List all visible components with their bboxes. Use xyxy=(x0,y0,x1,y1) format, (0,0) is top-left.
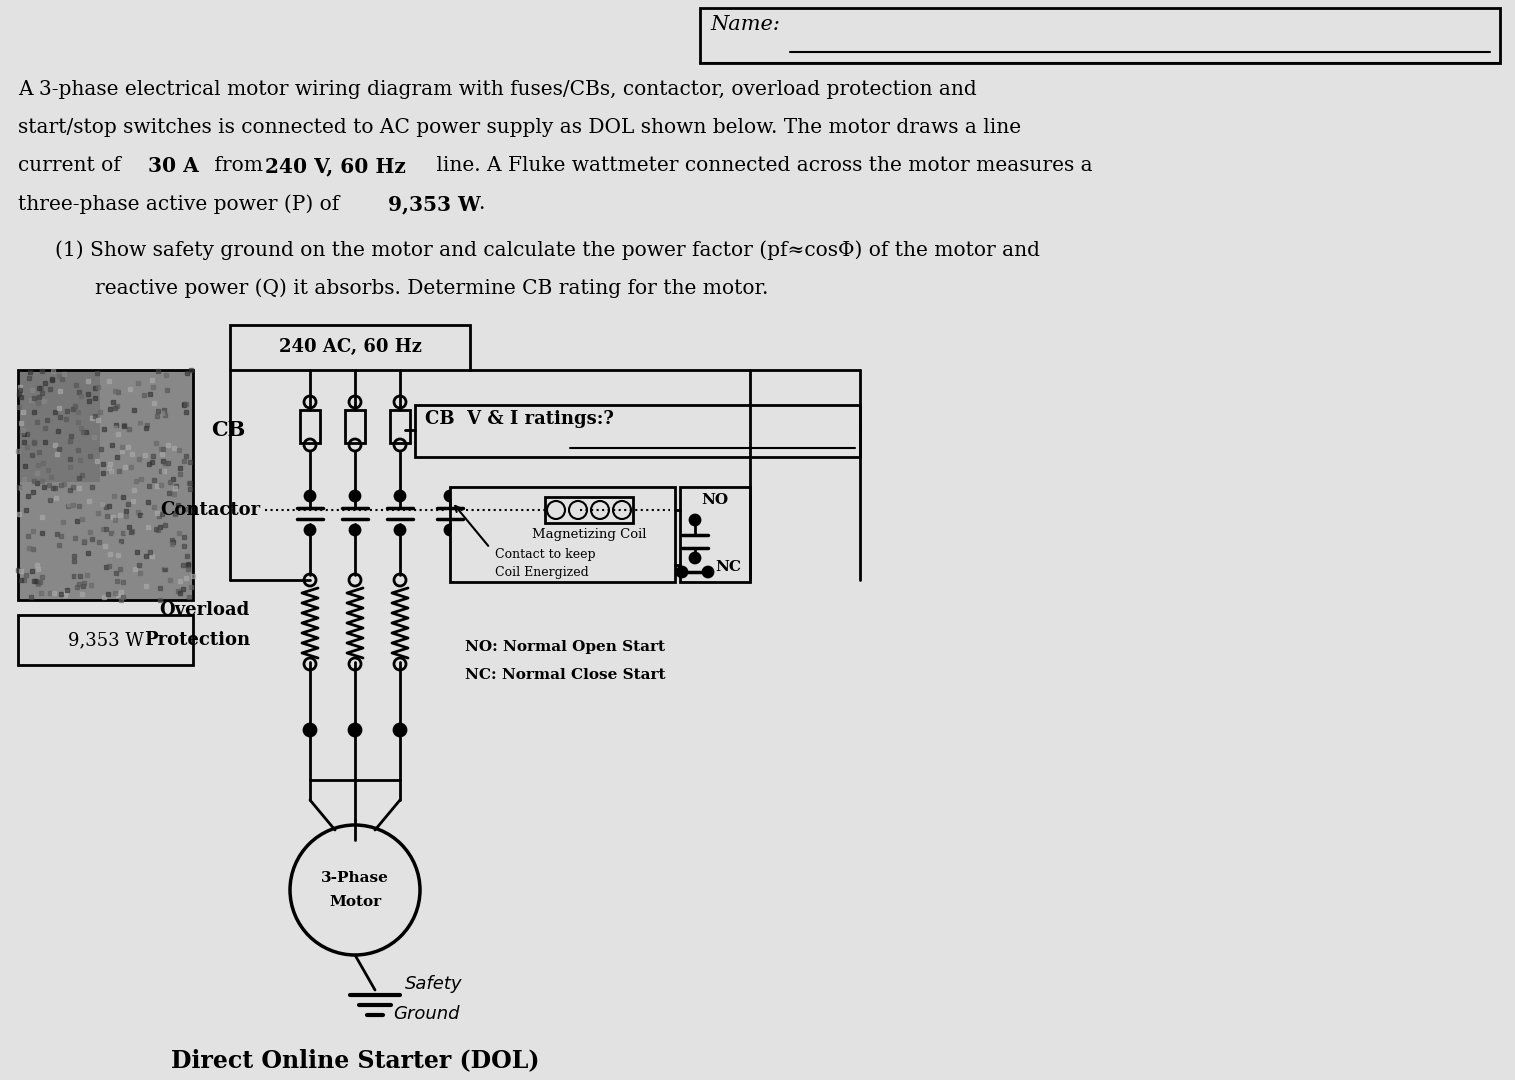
Text: CB: CB xyxy=(211,420,245,440)
Bar xyxy=(450,487,676,582)
Text: NO: NO xyxy=(701,492,729,507)
Text: Safety: Safety xyxy=(405,975,462,993)
Circle shape xyxy=(689,515,700,525)
Circle shape xyxy=(445,525,454,535)
Text: from: from xyxy=(208,156,270,175)
Bar xyxy=(18,370,192,600)
Text: 9,353 W: 9,353 W xyxy=(68,631,144,649)
Circle shape xyxy=(394,724,406,735)
Text: 240 AC, 60 Hz: 240 AC, 60 Hz xyxy=(279,338,421,356)
Text: NC: Normal Close Start: NC: Normal Close Start xyxy=(465,669,665,681)
Bar xyxy=(545,497,633,523)
Text: current of: current of xyxy=(18,156,127,175)
Circle shape xyxy=(289,825,420,955)
Text: 3-Phase: 3-Phase xyxy=(321,870,389,885)
Circle shape xyxy=(677,567,686,577)
Circle shape xyxy=(689,553,700,563)
Text: Motor: Motor xyxy=(329,895,382,909)
Bar xyxy=(389,410,411,443)
Text: Coil Energized: Coil Energized xyxy=(495,566,589,579)
Text: Magnetizing Coil: Magnetizing Coil xyxy=(532,528,647,541)
Circle shape xyxy=(305,525,315,535)
Text: line. A Fluke wattmeter connected across the motor measures a: line. A Fluke wattmeter connected across… xyxy=(430,156,1092,175)
Circle shape xyxy=(348,724,361,735)
Text: Direct Online Starter (DOL): Direct Online Starter (DOL) xyxy=(171,1048,539,1072)
Text: NO: Normal Open Start: NO: Normal Open Start xyxy=(465,640,665,654)
Text: Protection: Protection xyxy=(144,631,250,649)
Text: Ground: Ground xyxy=(392,1005,459,1023)
Text: (1) Show safety ground on the motor and calculate the power factor (pf≈cosΦ) of : (1) Show safety ground on the motor and … xyxy=(55,240,1039,259)
Text: reactive power (Q) it absorbs. Determine CB rating for the motor.: reactive power (Q) it absorbs. Determine… xyxy=(95,278,768,298)
Circle shape xyxy=(703,567,714,577)
Text: Overload: Overload xyxy=(159,600,250,619)
Circle shape xyxy=(305,724,317,735)
Text: 30 A: 30 A xyxy=(148,156,198,176)
Bar xyxy=(700,8,1500,63)
Text: A 3-phase electrical motor wiring diagram with fuses/CBs, contactor, overload pr: A 3-phase electrical motor wiring diagra… xyxy=(18,80,977,99)
Bar xyxy=(20,372,100,482)
Text: NC: NC xyxy=(715,561,741,573)
Text: 240 V, 60 Hz: 240 V, 60 Hz xyxy=(265,156,406,176)
Text: CB  V & I ratings:?: CB V & I ratings:? xyxy=(426,410,614,428)
Bar xyxy=(230,325,470,370)
Bar xyxy=(300,410,320,443)
Circle shape xyxy=(445,491,454,501)
Circle shape xyxy=(350,525,361,535)
Bar xyxy=(415,405,861,457)
Bar xyxy=(345,410,365,443)
Bar xyxy=(680,487,750,582)
Text: 9,353 W: 9,353 W xyxy=(388,194,480,214)
Text: .: . xyxy=(479,194,485,213)
Circle shape xyxy=(395,491,405,501)
Text: Contactor: Contactor xyxy=(161,501,261,519)
Circle shape xyxy=(395,525,405,535)
Bar xyxy=(18,615,192,665)
Text: Contact to keep: Contact to keep xyxy=(495,548,595,561)
Text: Name:: Name: xyxy=(711,15,780,33)
Circle shape xyxy=(350,491,361,501)
Text: start/stop switches is connected to AC power supply as DOL shown below. The moto: start/stop switches is connected to AC p… xyxy=(18,118,1021,137)
Text: three-phase active power (P) of: three-phase active power (P) of xyxy=(18,194,345,214)
Circle shape xyxy=(305,491,315,501)
